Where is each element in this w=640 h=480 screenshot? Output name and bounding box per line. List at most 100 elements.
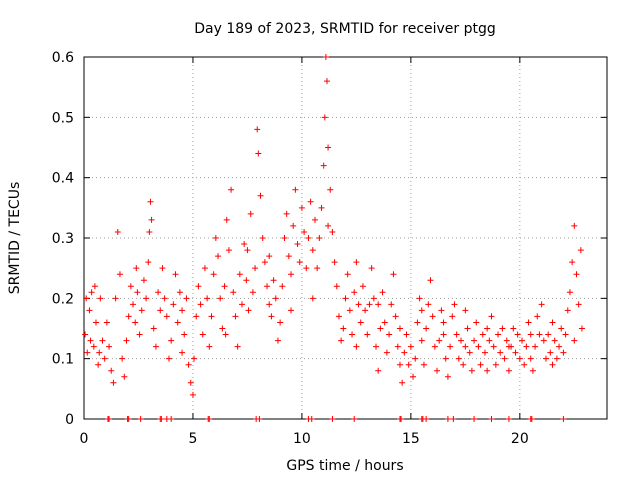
data-point — [270, 277, 277, 284]
data-point — [364, 331, 371, 338]
data-point — [88, 289, 95, 296]
data-point — [381, 319, 388, 326]
data-point — [121, 373, 128, 380]
data-point — [254, 126, 261, 133]
data-point — [252, 265, 259, 272]
data-point — [455, 355, 462, 362]
data-point — [495, 331, 502, 338]
data-point — [505, 416, 512, 422]
data-point — [407, 343, 414, 350]
data-point — [155, 289, 162, 296]
data-point — [99, 337, 106, 344]
data-point — [373, 343, 380, 350]
data-point — [199, 331, 206, 338]
data-point — [575, 301, 582, 308]
data-point — [370, 295, 377, 302]
data-point — [325, 144, 332, 151]
data-point — [219, 325, 226, 332]
data-point — [146, 228, 153, 235]
data-point — [249, 289, 256, 296]
data-point — [394, 343, 401, 350]
data-point — [127, 283, 134, 290]
data-point — [538, 301, 545, 308]
data-point — [484, 367, 491, 374]
data-point — [145, 259, 152, 266]
data-point — [95, 361, 102, 368]
data-point — [357, 319, 364, 326]
data-point — [305, 235, 312, 241]
data-point — [191, 355, 198, 362]
data-point — [440, 319, 447, 326]
data-point — [325, 222, 332, 229]
data-point — [375, 367, 382, 374]
data-point — [322, 54, 329, 60]
x-tick-label: 5 — [188, 431, 197, 447]
data-point — [96, 349, 103, 356]
data-point — [349, 331, 356, 338]
y-axis-label: SRMTID / TECUs — [7, 182, 23, 295]
data-point — [418, 307, 425, 314]
data-point — [274, 337, 281, 344]
data-point — [86, 307, 93, 314]
data-point — [165, 355, 172, 362]
data-point — [475, 343, 482, 350]
data-point — [110, 379, 117, 386]
data-point — [368, 265, 375, 272]
data-point — [442, 355, 449, 362]
data-point — [519, 337, 526, 344]
data-point — [444, 373, 451, 380]
data-point — [534, 313, 541, 320]
data-point — [340, 325, 347, 332]
data-point — [266, 301, 273, 308]
data-point — [170, 301, 177, 308]
data-point — [329, 228, 336, 235]
data-point — [292, 186, 299, 193]
y-tick-label: 0.3 — [52, 231, 74, 247]
data-point — [318, 204, 325, 211]
data-point — [486, 337, 493, 344]
data-point — [148, 216, 155, 223]
data-point — [399, 379, 406, 386]
data-point — [528, 416, 535, 422]
data-point — [510, 325, 517, 332]
data-point — [329, 416, 336, 422]
data-point — [204, 295, 211, 302]
data-point — [471, 337, 478, 344]
data-point — [431, 343, 438, 350]
data-point — [103, 319, 110, 326]
data-point — [488, 313, 495, 320]
data-point — [577, 247, 584, 254]
data-point — [558, 325, 565, 332]
data-point — [327, 186, 334, 193]
data-point — [206, 416, 213, 422]
data-point — [201, 265, 208, 272]
data-point — [497, 349, 504, 356]
data-point — [217, 295, 224, 302]
data-point — [228, 186, 235, 193]
data-point — [466, 349, 473, 356]
data-point — [130, 301, 137, 308]
data-point — [255, 150, 262, 157]
data-point — [566, 289, 573, 296]
data-point — [527, 331, 534, 338]
data-point — [116, 271, 123, 278]
data-point — [264, 283, 271, 290]
data-point — [453, 331, 460, 338]
data-point — [444, 416, 451, 422]
x-axis-label: GPS time / hours — [286, 458, 403, 474]
data-point — [449, 313, 456, 320]
data-point — [423, 416, 430, 422]
data-point — [138, 307, 145, 314]
data-point — [123, 337, 130, 344]
data-point — [355, 301, 362, 308]
data-point — [208, 313, 215, 320]
data-point — [134, 289, 141, 296]
data-point — [375, 301, 382, 308]
data-point — [320, 162, 327, 169]
data-point — [159, 265, 166, 272]
data-point — [353, 259, 360, 266]
data-point — [553, 355, 560, 362]
data-point — [436, 337, 443, 344]
y-tick-label: 0.5 — [52, 110, 74, 126]
